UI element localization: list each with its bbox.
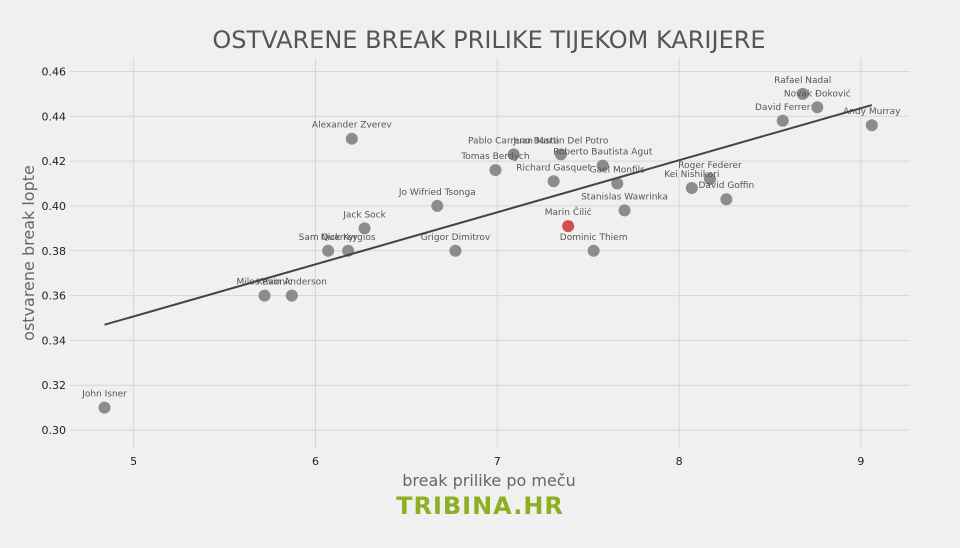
data-point [98, 401, 111, 414]
data-point [618, 204, 631, 217]
x-tick-label: 6 [312, 455, 319, 468]
point-label: Roger Federer [678, 161, 742, 171]
point-label: David Goffin [698, 181, 754, 191]
data-point [596, 159, 609, 172]
y-tick-label: 0.38 [42, 245, 67, 258]
data-point [720, 193, 733, 206]
data-points [98, 87, 878, 414]
y-tick-labels: 0.30 0.32 0.34 0.36 0.38 0.40 0.42 0.44 0.46 [42, 65, 67, 437]
x-tick-label: 7 [494, 455, 501, 468]
y-tick-label: 0.40 [42, 200, 67, 213]
data-point [258, 289, 271, 302]
y-tick-label: 0.46 [42, 65, 67, 78]
y-tick-label: 0.44 [42, 110, 67, 123]
data-point [611, 177, 624, 190]
point-label: Kei Nishikori [664, 170, 719, 180]
point-label: Kevin Anderson [257, 278, 327, 288]
data-point [587, 244, 600, 257]
point-label: Jack Sock [342, 210, 386, 220]
data-point [865, 119, 878, 132]
point-label: Gael Monfils [590, 166, 646, 176]
point-label: Novak Đoković [784, 88, 851, 99]
y-tick-label: 0.32 [42, 379, 67, 392]
point-label: Sam Querrey [299, 233, 359, 243]
point-label: Milos Raonic [237, 278, 293, 288]
point-label: Richard Gasquet [516, 163, 591, 173]
data-point [776, 114, 789, 127]
x-tick-labels: 5 6 7 8 9 [130, 455, 864, 468]
chart-title: OSTVARENE BREAK PRILIKE TIJEKOM KARIJERE [212, 26, 765, 54]
point-label: Stanislas Wawrinka [581, 192, 668, 202]
brand-logo: TRIBINA.HR [396, 492, 564, 520]
data-point [685, 182, 698, 194]
grid [70, 58, 910, 448]
y-tick-label: 0.42 [42, 155, 67, 168]
point-label: Marin Čilić [545, 206, 592, 218]
data-point [431, 199, 444, 212]
point-label: Grigor Dimitrov [421, 233, 491, 243]
y-tick-label: 0.30 [42, 424, 67, 437]
highlighted-data-point [562, 220, 575, 233]
x-tick-label: 8 [676, 455, 683, 468]
data-point [796, 87, 809, 100]
data-point [811, 101, 824, 114]
data-point [449, 244, 462, 257]
y-axis-label: ostvarene break lopte [19, 165, 38, 341]
point-label: John Isner [81, 390, 127, 400]
data-point [554, 148, 567, 161]
point-label: David Ferrer [755, 103, 811, 113]
data-point [358, 222, 371, 235]
point-label: Juan Martin Del Potro [512, 136, 608, 146]
x-tick-label: 5 [130, 455, 137, 468]
data-point [704, 173, 716, 186]
data-point [345, 132, 358, 145]
point-label: Alexander Zverev [312, 121, 392, 131]
data-point [489, 164, 502, 177]
y-tick-label: 0.34 [42, 334, 67, 347]
x-tick-label: 9 [857, 455, 864, 468]
data-point [547, 175, 560, 188]
y-tick-label: 0.36 [42, 290, 67, 303]
data-point [285, 289, 298, 302]
point-label: Dominic Thiem [560, 233, 628, 243]
data-point [507, 148, 520, 161]
data-point [322, 244, 335, 257]
point-label: Rafael Nadal [774, 76, 831, 86]
trend-line [104, 104, 873, 326]
point-label: Roberto Bautista Agut [553, 148, 653, 158]
point-label: Nick Kyrgios [321, 233, 376, 243]
point-label: Tomas Berdych [460, 152, 529, 162]
point-label: Pablo Carreno Busta [468, 136, 559, 146]
point-label: Jo Wifried Tsonga [398, 188, 476, 198]
point-label: Andy Murray [843, 107, 901, 117]
x-axis-label: break prilike po meču [402, 471, 575, 490]
